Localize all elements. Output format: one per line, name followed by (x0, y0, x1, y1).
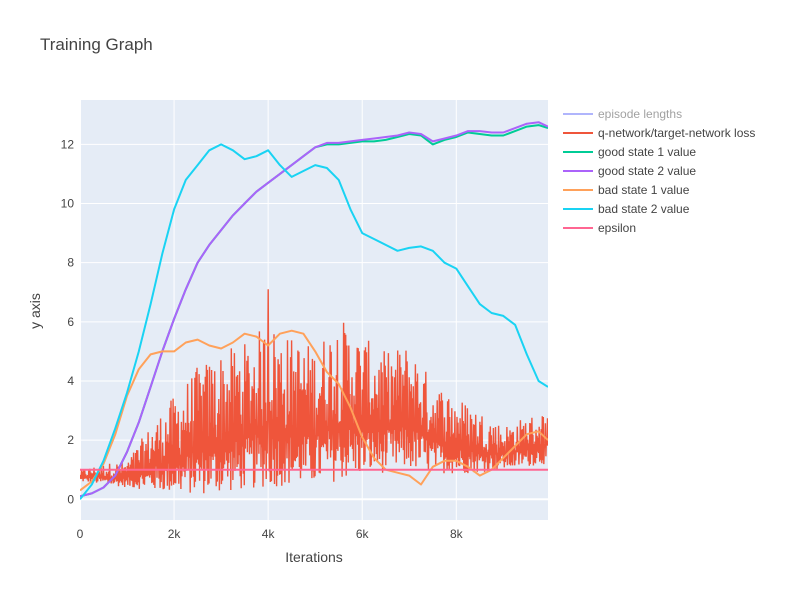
y-tick-label: 2 (67, 433, 74, 447)
axes: 0 2k 4k 6k 8k 0 2 4 6 8 10 12 (61, 137, 464, 541)
x-tick-label: 2k (168, 527, 182, 541)
plot-area (79, 100, 548, 520)
chart-title: Training Graph (40, 35, 153, 54)
y-tick-label: 6 (67, 315, 74, 329)
legend-item[interactable]: good state 2 value (563, 164, 696, 178)
legend-item[interactable]: episode lengths (563, 107, 682, 121)
series-group (80, 121, 548, 500)
x-tick-label: 6k (356, 527, 370, 541)
y-tick-label: 0 (67, 492, 74, 506)
legend-item[interactable]: bad state 1 value (563, 183, 690, 197)
legend-label: epsilon (598, 221, 636, 235)
legend-label: bad state 1 value (598, 183, 690, 197)
legend[interactable]: episode lengths q-network/target-network … (563, 107, 755, 235)
y-axis-title: y axis (27, 293, 43, 329)
x-tick-label: 4k (262, 527, 276, 541)
y-tick-label: 10 (61, 197, 75, 211)
legend-label: q-network/target-network loss (598, 126, 755, 140)
series-line-good-state-2-value (80, 121, 548, 498)
legend-label: episode lengths (598, 107, 682, 121)
x-tick-label: 0 (77, 527, 84, 541)
y-tick-label: 12 (61, 137, 75, 151)
series-line-bad-state-2-value (80, 143, 548, 500)
legend-item[interactable]: bad state 2 value (563, 202, 690, 216)
legend-item[interactable]: epsilon (563, 221, 636, 235)
legend-label: bad state 2 value (598, 202, 690, 216)
legend-label: good state 2 value (598, 164, 696, 178)
legend-item[interactable]: good state 1 value (563, 145, 696, 159)
legend-item[interactable]: q-network/target-network loss (563, 126, 755, 140)
y-tick-label: 4 (67, 374, 74, 388)
y-tick-label: 8 (67, 256, 74, 270)
x-tick-label: 8k (450, 527, 464, 541)
x-axis-title: Iterations (285, 549, 343, 565)
legend-label: good state 1 value (598, 145, 696, 159)
